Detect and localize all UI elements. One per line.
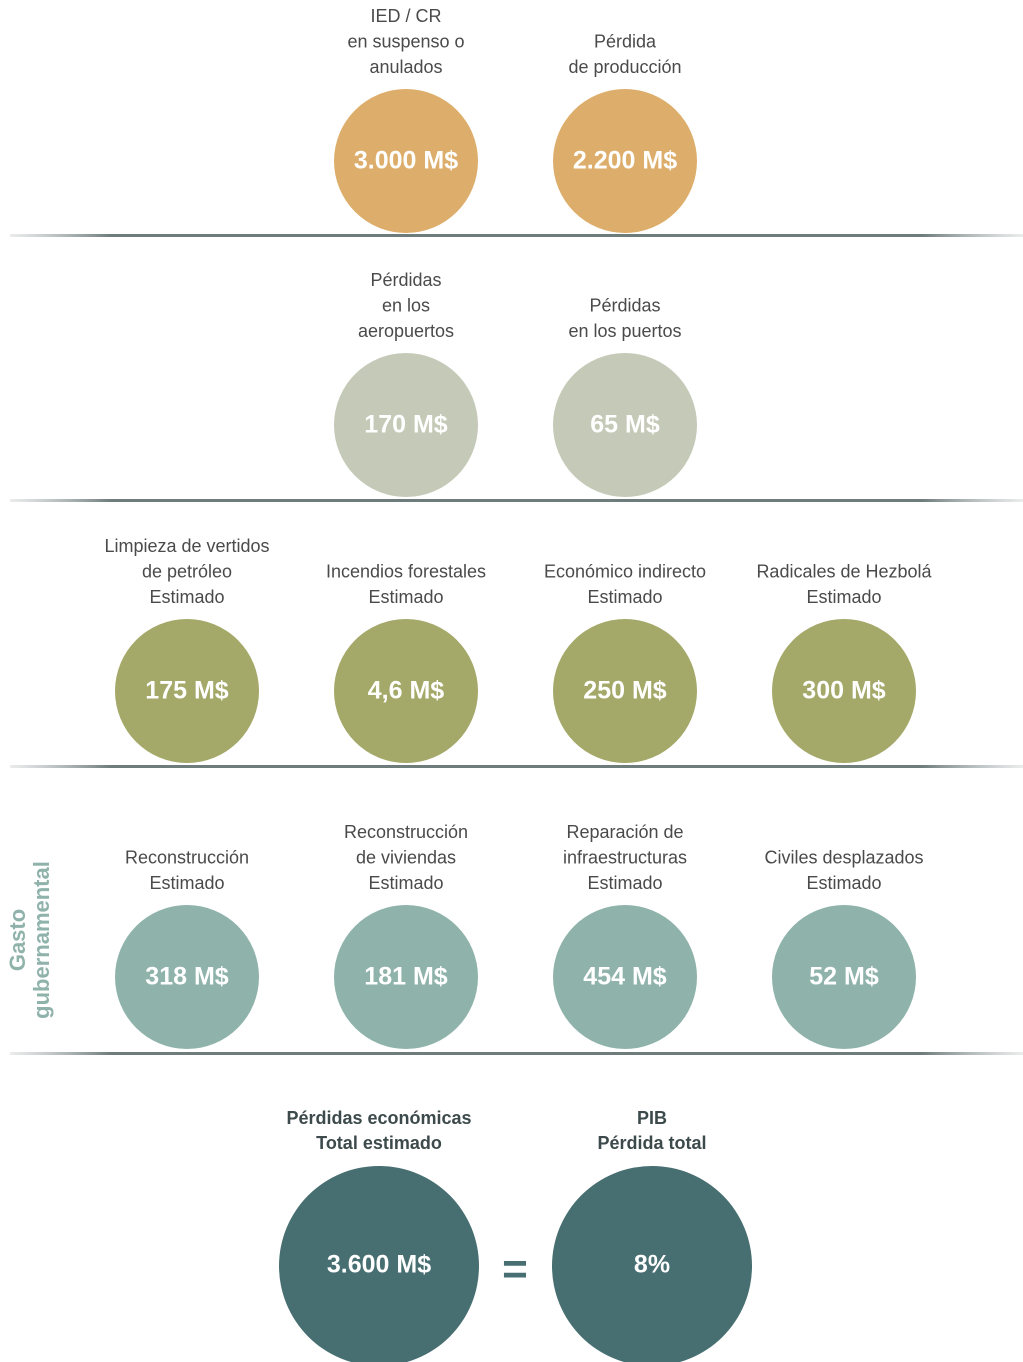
item-label: en los xyxy=(382,295,430,315)
item-label: Pérdida xyxy=(594,31,657,51)
item-label: Estimado xyxy=(149,873,224,893)
item-label: Incendios forestales xyxy=(326,561,486,581)
separator xyxy=(10,1052,1023,1055)
value-circle xyxy=(553,353,697,497)
item-label: Estimado xyxy=(368,587,443,607)
item-label: de producción xyxy=(568,57,681,77)
value-circle xyxy=(115,619,259,763)
item-label: Económico indirecto xyxy=(544,561,706,581)
separator xyxy=(10,765,1023,768)
total-label: Pérdidas económicas xyxy=(286,1108,471,1128)
item-label: IED / CR xyxy=(370,6,441,26)
value-circle xyxy=(553,619,697,763)
total-circle xyxy=(279,1166,479,1362)
item-label: de petróleo xyxy=(142,561,232,581)
value-circle xyxy=(553,89,697,233)
item-label: infraestructuras xyxy=(563,847,687,867)
item-value: 300 M$ xyxy=(802,677,885,705)
item-label: Reconstrucción xyxy=(344,822,468,842)
total-label: Pérdida total xyxy=(597,1133,706,1153)
item-value: 52 M$ xyxy=(809,963,879,991)
item-label: Estimado xyxy=(806,587,881,607)
item-label: de viviendas xyxy=(356,847,456,867)
side-label-line: Gasto xyxy=(5,909,30,971)
item-label: aeropuertos xyxy=(358,321,454,341)
value-circle xyxy=(334,89,478,233)
value-circle xyxy=(334,619,478,763)
item-label: Estimado xyxy=(368,873,443,893)
item-value: 65 M$ xyxy=(590,411,660,439)
item-label: en suspenso o xyxy=(347,31,464,51)
item-label: Estimado xyxy=(587,873,662,893)
item-label: Estimado xyxy=(587,587,662,607)
value-circle xyxy=(772,619,916,763)
item-value: 3.000 M$ xyxy=(354,147,458,175)
item-label: Estimado xyxy=(149,587,224,607)
total-value: 3.600 M$ xyxy=(327,1251,431,1279)
value-circle xyxy=(334,905,478,1049)
item-label: Limpieza de vertidos xyxy=(104,536,269,556)
item-label: anulados xyxy=(369,57,442,77)
item-label: en los puertos xyxy=(568,321,681,341)
value-circle xyxy=(553,905,697,1049)
total-label: PIB xyxy=(637,1108,667,1128)
total-circle xyxy=(552,1166,752,1362)
total-label: Total estimado xyxy=(316,1133,442,1153)
side-label-line: gubernamental xyxy=(29,861,54,1019)
total-value: 8% xyxy=(634,1251,670,1279)
item-value: 2.200 M$ xyxy=(573,147,677,175)
item-value: 4,6 M$ xyxy=(368,677,445,705)
item-label: Pérdidas xyxy=(589,295,660,315)
side-label: Gasto gubernamental xyxy=(5,861,54,1019)
item-value: 318 M$ xyxy=(145,963,228,991)
item-value: 170 M$ xyxy=(364,411,447,439)
item-value: 181 M$ xyxy=(364,963,447,991)
item-label: Reconstrucción xyxy=(125,847,249,867)
separator xyxy=(10,234,1023,237)
item-label: Estimado xyxy=(806,873,881,893)
item-value: 250 M$ xyxy=(583,677,666,705)
value-circle xyxy=(772,905,916,1049)
value-circle xyxy=(115,905,259,1049)
item-value: 454 M$ xyxy=(583,963,666,991)
item-label: Radicales de Hezbolá xyxy=(756,561,932,581)
separator xyxy=(10,499,1023,502)
item-label: Civiles desplazados xyxy=(764,847,923,867)
item-value: 175 M$ xyxy=(145,677,228,705)
item-label: Reparación de xyxy=(566,822,683,842)
operator: = xyxy=(502,1245,528,1294)
value-circle xyxy=(334,353,478,497)
item-label: Pérdidas xyxy=(370,270,441,290)
